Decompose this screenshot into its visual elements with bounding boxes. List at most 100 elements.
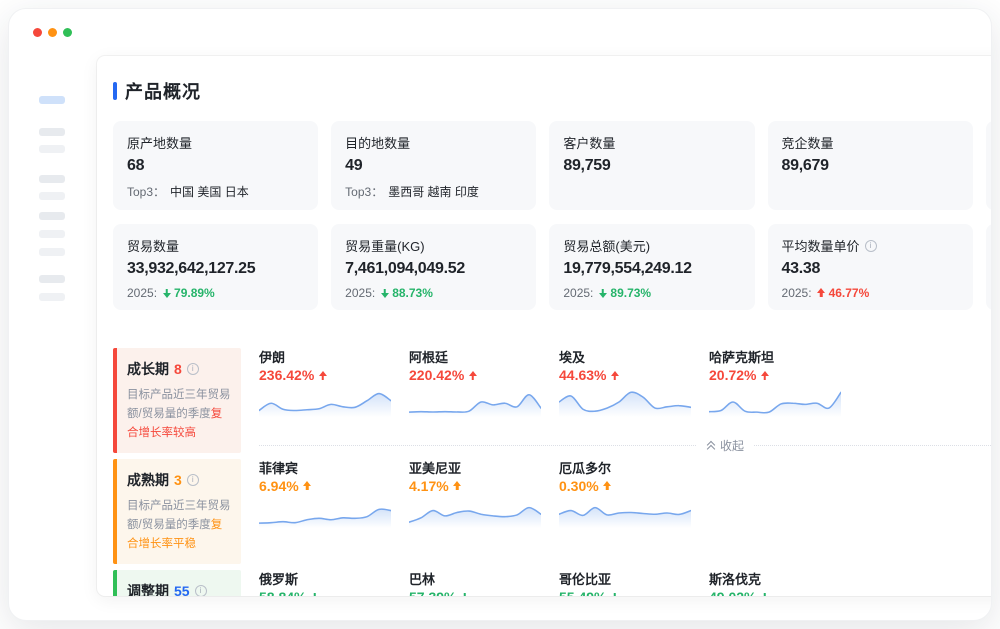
country-chart: 斯洛伐克 49.02% [709, 572, 841, 596]
stat-sub-prefix: 2025: [345, 286, 376, 300]
sparkline-chart [559, 506, 691, 528]
country-chart: 亚美尼亚 4.17% [409, 461, 541, 528]
trend-arrow [603, 481, 612, 491]
country-chart: 埃及 44.63% [559, 350, 691, 417]
stat-label: 原产地数量 [127, 136, 193, 151]
sidebar-item[interactable] [39, 293, 65, 301]
dotted-divider [753, 444, 991, 446]
stat-value: 43.38 [781, 260, 821, 277]
sparkline-chart [709, 391, 841, 417]
lifecycle-stage-row: 成长期 8 i 目标产品近三年贸易额/贸易量的季度复合增长率较高 伊朗 236.… [113, 348, 991, 454]
stat-sub: 2025: 79.89% [127, 286, 306, 300]
stat-label: 平均数量单价 [781, 239, 860, 254]
trend-arrow [453, 481, 462, 491]
stage-label-block: 调整期 55 i 目标产品近三年贸易额/贸易量的季度复合增长率呈负 [113, 569, 241, 596]
stat-value: 7,461,094,049.52 [345, 260, 465, 277]
country-name: 巴林 [409, 571, 436, 587]
info-icon[interactable]: i [186, 363, 199, 375]
trend-arrow [817, 288, 826, 298]
country-percent: 220.42% [409, 366, 541, 385]
trend-arrow [468, 371, 477, 381]
country-percent: 44.63% [559, 366, 691, 385]
stat-label: 竞企数量 [781, 136, 834, 151]
stat-sub-prefix: 2025: [781, 286, 812, 300]
country-name: 埃及 [559, 350, 586, 365]
collapse-toggle[interactable]: 收起 [259, 437, 991, 454]
sidebar-item[interactable] [39, 192, 65, 200]
lifecycle-stage-row: 成熟期 3 i 目标产品近三年贸易额/贸易量的季度复合增长率平稳 菲律宾 6.9… [113, 458, 991, 564]
sparkline-chart [259, 392, 391, 417]
toggle-link[interactable]: 收起 [696, 437, 754, 454]
country-name: 伊朗 [259, 350, 286, 365]
sidebar-item[interactable] [39, 128, 65, 136]
info-icon[interactable]: i [194, 584, 207, 596]
stat-value: 19,779,554,249.12 [563, 260, 692, 277]
stat-card: 贸易次数 1,969,970 2025: 84.29% [985, 121, 991, 210]
stat-label: 贸易重量(KG) [345, 239, 425, 254]
stage-count: 55 [174, 582, 190, 596]
country-charts: 伊朗 236.42% 阿根廷 220.42% 埃及 44.63% 哈萨克斯坦 [259, 348, 991, 417]
stat-card: 客户数量 89,759 [549, 121, 755, 210]
trend-arrow [318, 371, 327, 381]
title-accent-bar [113, 81, 117, 100]
stat-label: 贸易数量 [127, 239, 180, 254]
stage-description: 目标产品近三年贸易额/贸易量的季度复合增长率平稳 [127, 499, 231, 550]
trend-value: 46.77% [817, 286, 870, 300]
stat-card: 贸易数量 33,932,642,127.25 2025: 79.89% [113, 224, 319, 310]
stage-count: 8 [174, 361, 182, 377]
page-title: 产品概况 [125, 81, 201, 102]
lifecycle-stages: 成长期 8 i 目标产品近三年贸易额/贸易量的季度复合增长率较高 伊朗 236.… [113, 348, 991, 596]
info-icon[interactable]: i [186, 473, 199, 486]
sidebar-item[interactable] [39, 248, 65, 256]
sidebar-item[interactable] [39, 275, 65, 283]
info-icon[interactable]: i [864, 239, 877, 252]
trend-arrow [760, 592, 769, 596]
sidebar-item[interactable] [39, 145, 65, 153]
sidebar-item[interactable] [39, 175, 65, 183]
stage-name: 成长期 [127, 361, 169, 377]
stat-value: 33,932,642,127.25 [127, 260, 256, 277]
stat-value: 68 [127, 157, 145, 174]
country-name: 俄罗斯 [259, 571, 299, 587]
country-name: 哥伦比亚 [559, 571, 612, 587]
sidebar-item-active[interactable] [39, 96, 65, 104]
country-name: 哈萨克斯坦 [709, 350, 775, 365]
sparkline-chart [409, 393, 541, 417]
window-titlebar [9, 9, 991, 55]
country-percent: 236.42% [259, 366, 391, 385]
stage-label-block: 成长期 8 i 目标产品近三年贸易额/贸易量的季度复合增长率较高 [113, 348, 241, 453]
country-chart: 菲律宾 6.94% [259, 461, 391, 528]
stage-count: 3 [174, 471, 182, 488]
trend-arrow [460, 592, 469, 596]
dotted-divider [259, 444, 696, 446]
country-percent: 55.49% [559, 588, 691, 596]
maximize-button[interactable] [63, 27, 72, 37]
stat-value: 89,759 [563, 157, 611, 174]
stats-grid: 原产地数量 68 Top3： 中国 美国 日本 目的地数量 49 Top3： 墨… [113, 121, 991, 310]
country-chart: 哥伦比亚 55.49% [559, 572, 691, 596]
country-chart: 厄瓜多尔 0.30% [559, 461, 691, 528]
close-button[interactable] [33, 27, 42, 37]
sidebar-item[interactable] [39, 212, 65, 220]
sparkline-chart [409, 506, 541, 528]
stat-sub-prefix: 2025: [563, 286, 594, 300]
stat-card: 竞企数量 89,679 [767, 121, 973, 210]
trend-value: 中国 美国 日本 [170, 185, 249, 199]
stat-value: 89,679 [781, 157, 829, 174]
minimize-button[interactable] [48, 27, 57, 37]
country-name: 阿根廷 [409, 350, 449, 365]
trend-arrow [162, 288, 171, 298]
country-percent: 57.39% [409, 588, 541, 596]
country-name: 斯洛伐克 [709, 571, 762, 587]
country-name: 厄瓜多尔 [559, 460, 612, 476]
sidebar-item[interactable] [39, 230, 65, 238]
stat-label: 客户数量 [563, 136, 616, 151]
country-percent: 49.02% [709, 588, 841, 596]
stage-description: 目标产品近三年贸易额/贸易量的季度复合增长率较高 [127, 389, 231, 439]
trend-arrow [380, 288, 389, 298]
stat-card: 平均数量单价 i 43.38 2025: 46.77% [767, 224, 973, 310]
trend-value: 墨西哥 越南 印度 [388, 185, 479, 199]
trend-arrow [303, 481, 312, 491]
trend-value: 88.73% [380, 286, 433, 300]
country-percent: 58.84% [259, 588, 391, 596]
